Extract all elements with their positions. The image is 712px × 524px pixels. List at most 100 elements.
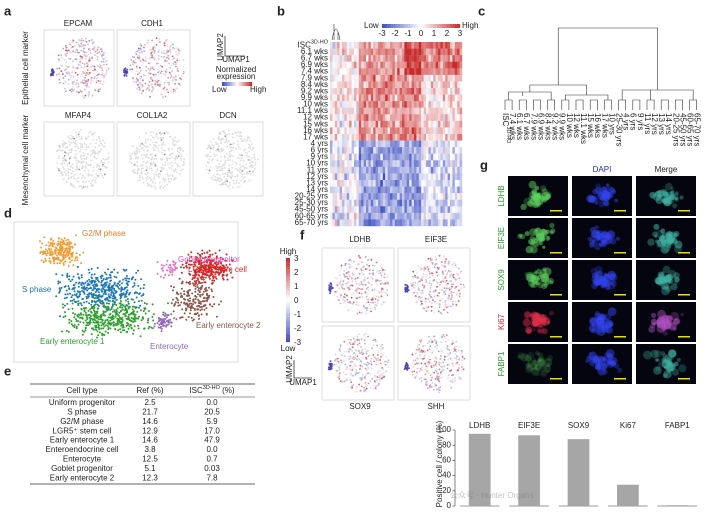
heatmap-cell	[428, 186, 431, 194]
cell-dot	[228, 187, 231, 190]
legend-swatch	[387, 24, 389, 28]
heatmap-cell	[344, 114, 347, 122]
legend-swatch	[393, 24, 396, 28]
cell-dot	[231, 166, 234, 169]
heatmap-cell	[445, 88, 448, 95]
cell-dot	[88, 41, 91, 44]
heatmap-cell	[414, 199, 417, 207]
heatmap-cell	[428, 206, 431, 214]
heatmap-cell	[452, 55, 455, 62]
cell-dot	[147, 183, 150, 186]
heatmap-cell	[332, 140, 335, 148]
cell-dot	[239, 132, 242, 135]
cell-dot	[98, 328, 101, 330]
heatmap-cell	[356, 101, 359, 108]
heatmap-cell	[339, 140, 343, 148]
heatmap-cell	[344, 42, 347, 49]
heatmap-cell	[447, 212, 451, 220]
cell-dot	[133, 169, 135, 172]
heatmap-cell	[387, 107, 391, 115]
cell-dot	[204, 276, 207, 279]
heatmap-cell	[445, 48, 448, 56]
heatmap-cell	[370, 134, 374, 141]
cell-dot	[79, 293, 82, 296]
heatmap-cell	[344, 120, 347, 128]
heatmap-cell	[346, 88, 350, 95]
heatmap-cell	[450, 140, 453, 148]
cell-dot	[133, 151, 136, 154]
cell-dot	[147, 327, 150, 330]
heatmap-cell	[366, 101, 369, 108]
cell-dot	[132, 311, 135, 314]
heatmap-cell	[457, 42, 460, 49]
cell-dot	[75, 281, 78, 284]
heatmap-cell	[394, 55, 398, 62]
cell-dot	[133, 284, 136, 287]
heatmap-cell	[342, 160, 345, 168]
heatmap-cell	[402, 127, 405, 135]
heatmap-cell	[370, 212, 374, 220]
cell-dot	[121, 282, 123, 285]
heatmap-cell	[354, 193, 357, 200]
cell-dot	[145, 56, 148, 59]
heatmap-cell	[366, 206, 369, 214]
cell-dot	[161, 51, 163, 54]
heatmap-cell	[339, 127, 343, 135]
cell-dot	[216, 177, 219, 179]
heatmap-cell	[397, 101, 400, 108]
cell-dot	[93, 65, 96, 68]
cell-dot	[251, 164, 254, 167]
heatmap-cell	[337, 94, 340, 102]
heatmap-cell	[346, 219, 350, 227]
heatmap-cell	[430, 173, 434, 181]
heatmap-cell	[394, 140, 398, 148]
cell-dot	[94, 285, 97, 287]
cell-dot	[173, 48, 176, 50]
cell-dot	[74, 139, 77, 142]
cell-dot	[153, 185, 156, 188]
heatmap-cell	[387, 147, 391, 154]
heatmap-cell	[435, 160, 439, 168]
heatmap-cell	[380, 160, 383, 168]
heatmap-cell	[404, 212, 407, 220]
heatmap-cell	[351, 88, 355, 95]
heatmap-cell	[358, 160, 362, 168]
cell-dot	[241, 140, 244, 143]
cell-dot	[154, 182, 157, 184]
cell-dot	[101, 72, 103, 74]
cell-dot	[87, 268, 90, 271]
heatmap-cell	[382, 74, 386, 82]
cell-dot	[96, 52, 99, 54]
cell-dot	[132, 60, 135, 63]
heatmap-cell	[394, 166, 398, 174]
heatmap-cell	[373, 107, 376, 115]
cell-dot	[80, 143, 83, 146]
heatmap-cell	[457, 166, 460, 174]
heatmap-cell	[447, 81, 451, 89]
heatmap-cell	[378, 147, 381, 154]
heatmap-cell	[438, 186, 441, 194]
heatmap-cell	[452, 186, 455, 194]
cell-dot	[166, 173, 169, 176]
cell-dot	[140, 167, 143, 170]
heatmap-cell	[440, 206, 443, 214]
cell-dot	[98, 294, 100, 297]
legend-swatch	[228, 82, 230, 86]
heatmap-cell	[385, 74, 388, 82]
cell-dot	[58, 67, 61, 70]
cell-dot	[104, 271, 106, 274]
cell-dot	[155, 73, 158, 76]
heatmap-cell	[454, 107, 458, 115]
cell-dot	[159, 181, 161, 184]
heatmap-cell	[337, 186, 340, 194]
cell-dot	[100, 300, 102, 302]
heatmap-cell	[339, 199, 343, 207]
cell-dot	[145, 165, 148, 168]
heatmap-cell	[380, 94, 383, 102]
heatmap-cell	[428, 140, 431, 148]
cell-dot	[55, 258, 58, 261]
cell-dot	[79, 161, 82, 164]
heatmap-cell	[447, 120, 451, 128]
cell-dot	[205, 260, 208, 263]
heatmap-cell	[337, 42, 340, 49]
